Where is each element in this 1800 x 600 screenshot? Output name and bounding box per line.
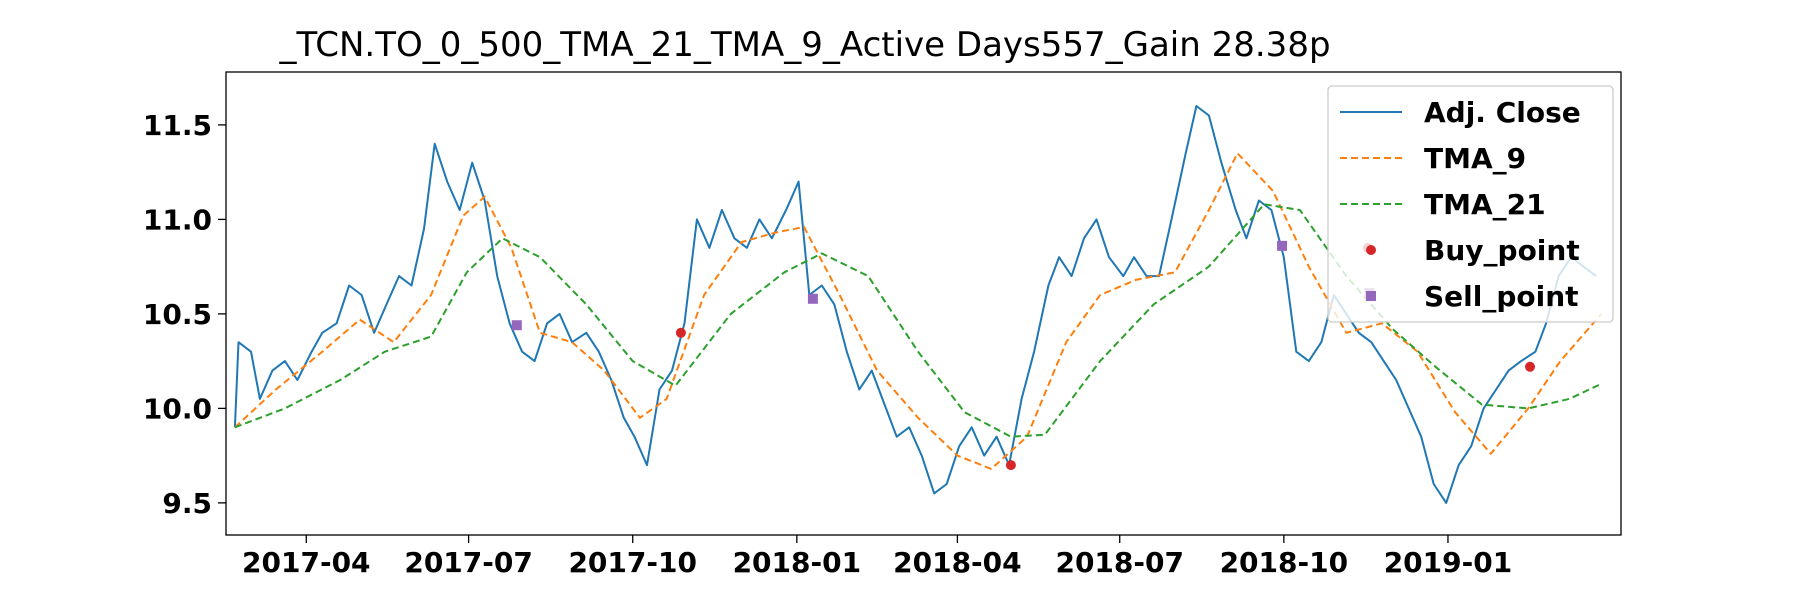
sell-point-marker-1 xyxy=(511,320,522,331)
x-tick-label-3: 2017-10 xyxy=(568,546,697,579)
x-tick-label-2: 2017-07 xyxy=(404,546,533,579)
legend: Adj. Close TMA_9 TMA_21 Buy_point Sell_point xyxy=(1327,85,1614,323)
x-tick-label-4: 2018-01 xyxy=(733,546,862,579)
buy-point-marker-2 xyxy=(1005,460,1016,471)
x-tick-label-7: 2018-10 xyxy=(1220,546,1349,579)
y-tick-label-3: 10.5 xyxy=(143,298,212,331)
y-tick-label-1: 9.5 xyxy=(162,487,212,520)
x-tick-label-6: 2018-07 xyxy=(1055,546,1184,579)
x-tick-label-1: 2017-04 xyxy=(242,546,371,579)
legend-label-sell-point: Sell_point xyxy=(1424,280,1579,313)
legend-label-tma-21: TMA_21 xyxy=(1424,188,1546,221)
x-tick-label-8: 2019-01 xyxy=(1384,546,1513,579)
y-tick-label-2: 10.0 xyxy=(143,392,212,425)
y-tick-label-5: 11.5 xyxy=(143,109,212,142)
sell-point-marker-3 xyxy=(1277,240,1288,251)
plot-area-frame xyxy=(225,71,1622,536)
legend-box xyxy=(1327,85,1614,323)
chart-title: _TCN.TO_0_500_TMA_21_TMA_9_Active Days55… xyxy=(278,25,1330,65)
series-line-tma-9 xyxy=(234,152,1603,470)
legend-label-adj-close: Adj. Close xyxy=(1424,96,1581,129)
axis-layer: 2017-04 2017-07 2017-10 2018-01 2018-04 2018-… xyxy=(143,109,1512,579)
x-tick-label-5: 2018-04 xyxy=(893,546,1022,579)
y-tick-label-4: 11.0 xyxy=(143,203,212,236)
series-line-tma-21 xyxy=(234,203,1602,438)
legend-label-buy-point: Buy_point xyxy=(1424,234,1580,267)
legend-label-tma-9: TMA_9 xyxy=(1424,142,1526,175)
legend-swatch-buy-point xyxy=(1366,245,1376,255)
series-layer xyxy=(233,105,1603,504)
series-line-adj-close xyxy=(233,105,1597,504)
buy-point-marker-4 xyxy=(1525,361,1536,372)
sell-point-marker-2 xyxy=(807,293,818,304)
legend-swatch-sell-point xyxy=(1366,291,1376,301)
buy-point-marker-1 xyxy=(675,327,686,338)
